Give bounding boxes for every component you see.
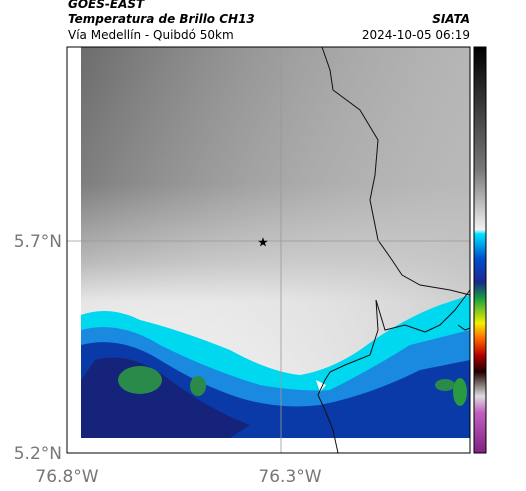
source: SIATA — [432, 12, 470, 26]
subtitle: Temperatura de Brillo CH13 — [68, 12, 255, 26]
lat-label: 5.2°N — [14, 444, 62, 464]
route: Vía Medellín - Quibdó 50km — [68, 28, 234, 42]
timestamp: 2024-10-05 06:19 — [362, 28, 470, 42]
title: GOES-EAST — [68, 0, 145, 11]
lon-label: 76.3°W — [258, 467, 321, 487]
lat-label: 5.7°N — [14, 232, 62, 252]
map: ★ — [66, 46, 471, 454]
lon-label: 76.8°W — [35, 467, 98, 487]
svg-text:★: ★ — [257, 236, 269, 251]
colorbar — [473, 46, 487, 454]
